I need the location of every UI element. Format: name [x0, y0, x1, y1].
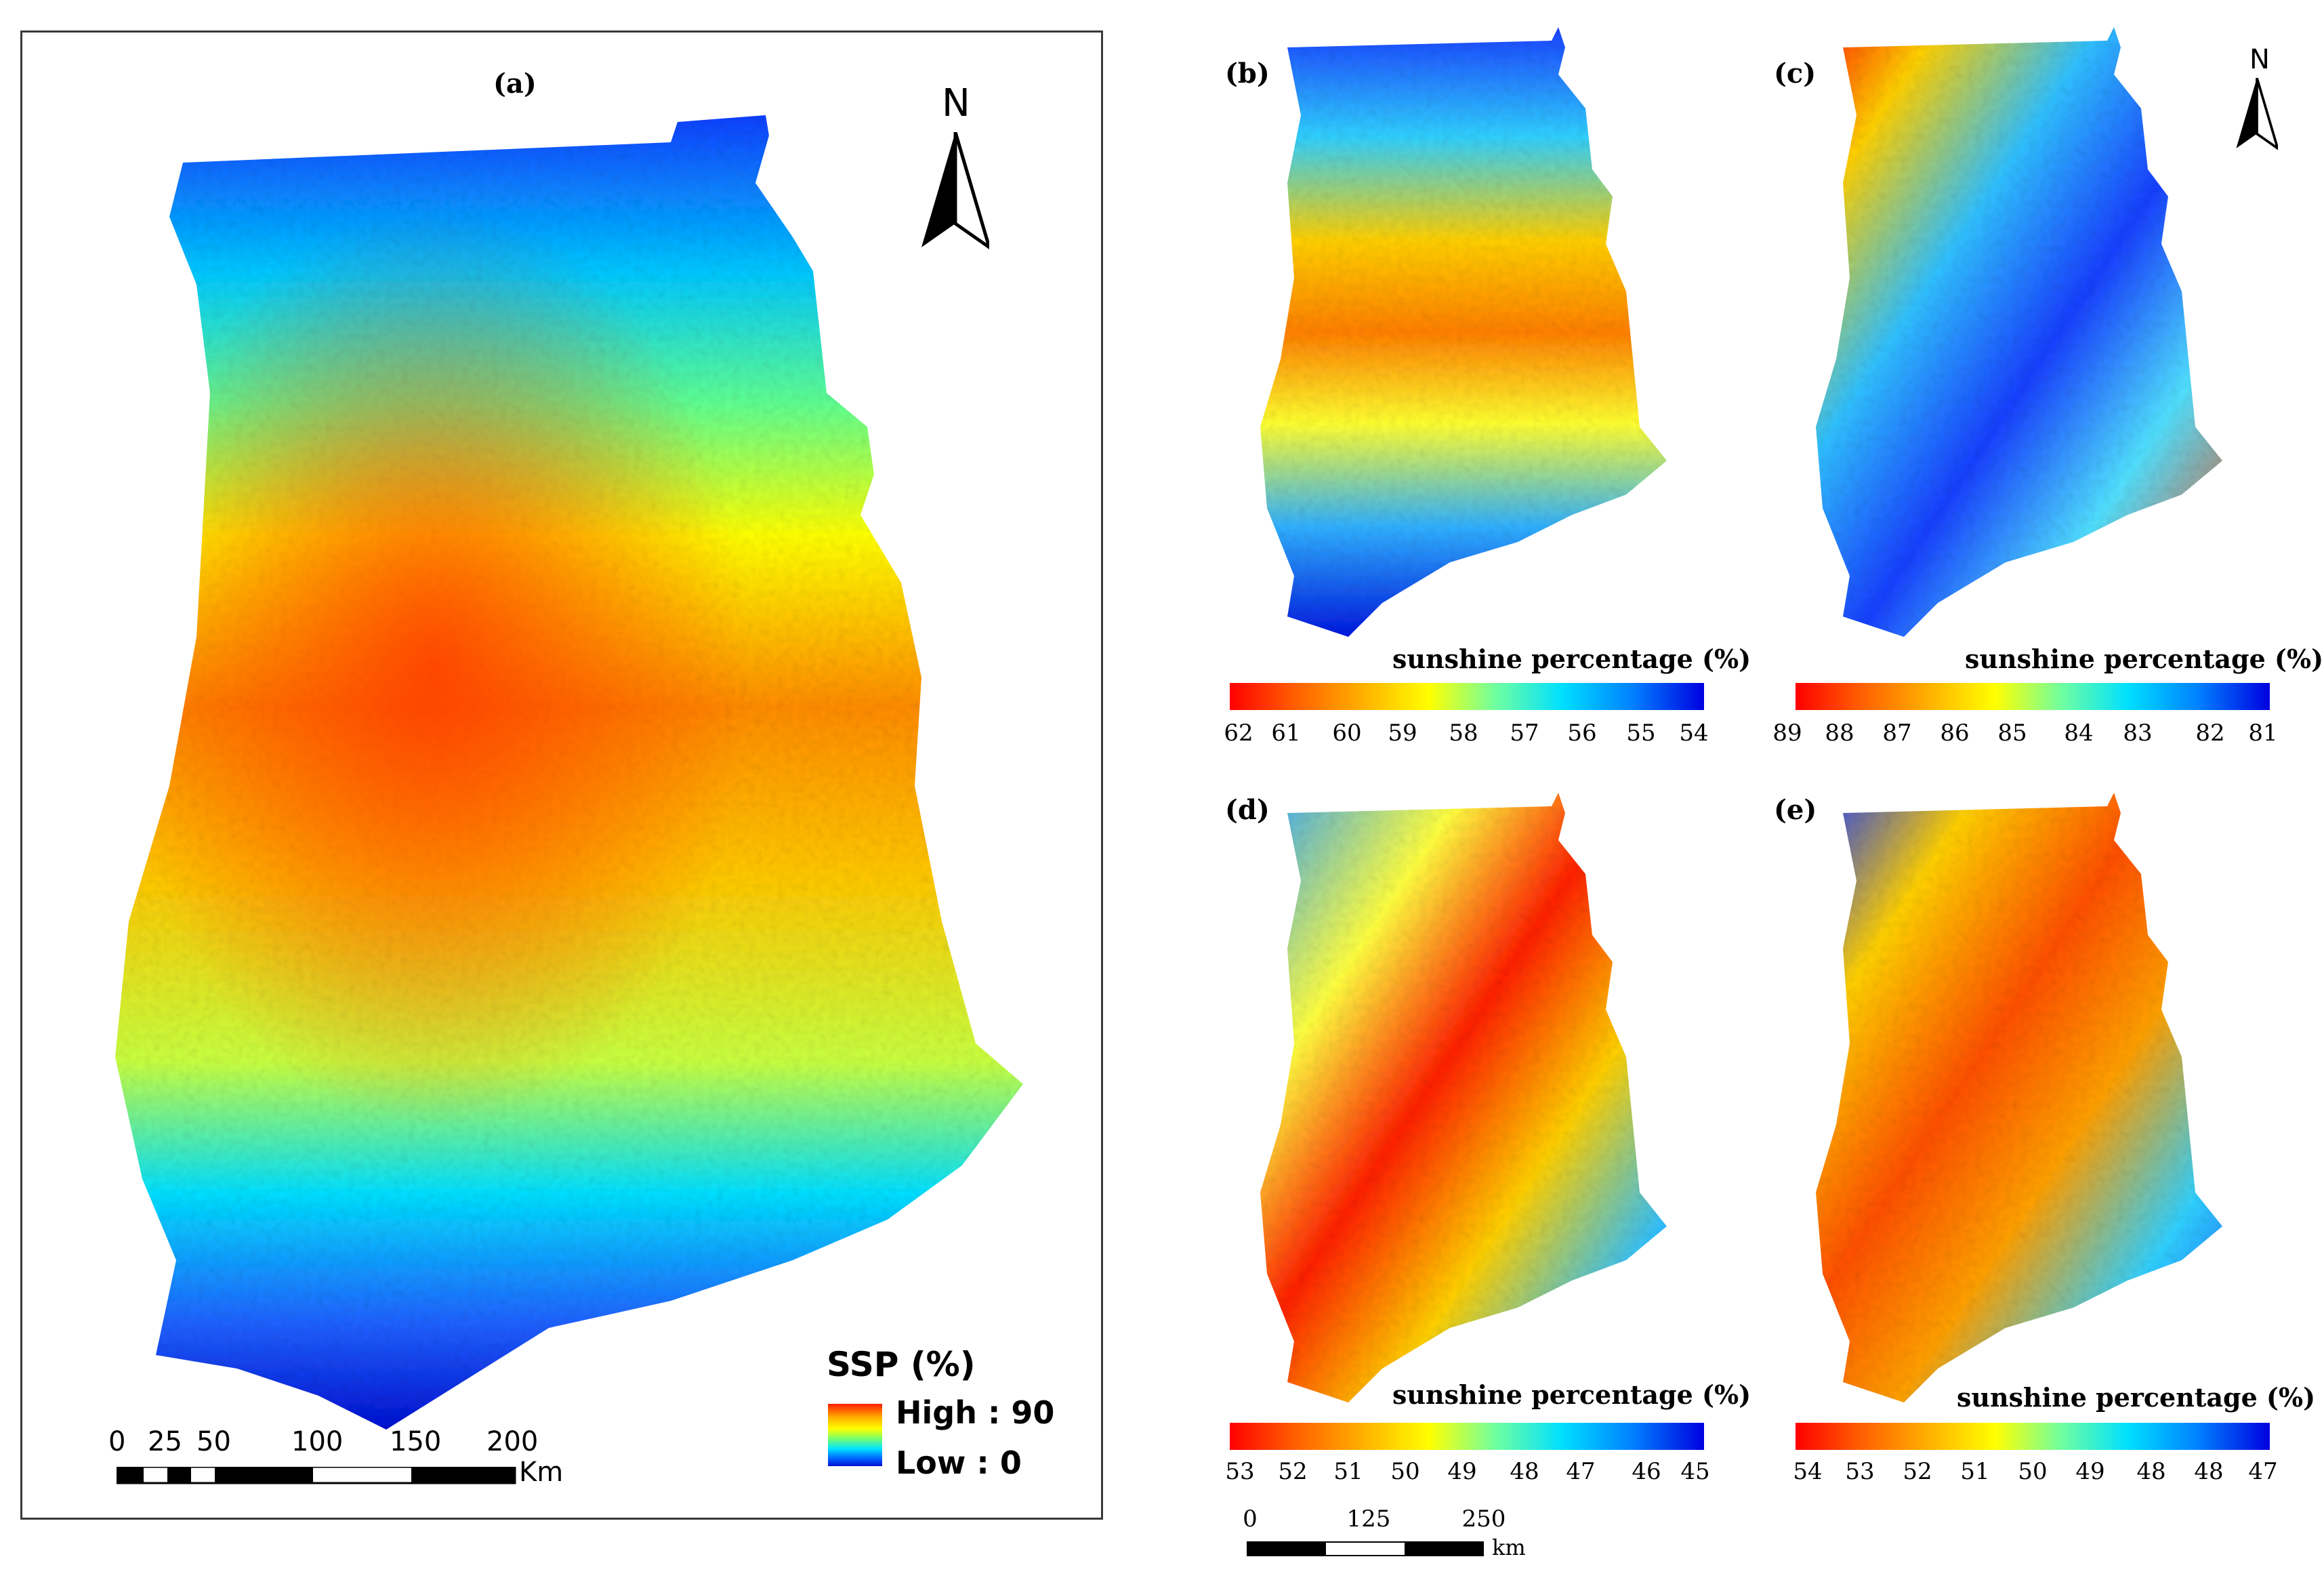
panel-c-colorbar-title: sunshine percentage (%) [1965, 644, 2324, 674]
panel-b-colorbar-tick: 55 [1626, 720, 1656, 747]
panel-b-label: (b) [1225, 58, 1270, 89]
panel-d-colorbar-tick: 49 [1447, 1458, 1477, 1485]
shared-scale-unit: km [1492, 1535, 1526, 1560]
panel-c-colorbar-tick: 86 [1940, 720, 1970, 747]
panel-b-colorbar-tick: 54 [1679, 720, 1709, 747]
panel-d-colorbar [1230, 1423, 1704, 1450]
panel-c-colorbar-tick: 89 [1772, 720, 1802, 747]
panel-e-colorbar-tick: 54 [1793, 1458, 1823, 1485]
panel-a-scale-tick: 150 [390, 1426, 442, 1457]
panel-a-scale-bar [117, 1467, 516, 1484]
panel-e-colorbar [1796, 1423, 2270, 1450]
panel-d-colorbar-title: sunshine percentage (%) [1392, 1379, 1751, 1410]
panel-a-legend-ramp [828, 1404, 882, 1466]
shared-scale-tick: 250 [1461, 1505, 1506, 1533]
panel-e-colorbar-tick: 50 [2018, 1458, 2048, 1485]
panel-e-map [1816, 793, 2222, 1402]
panel-c-colorbar-tick: 82 [2195, 720, 2225, 747]
north-arrow-icon [2236, 78, 2278, 150]
panel-c-colorbar-tick: 88 [1825, 720, 1854, 747]
panel-e-colorbar-tick: 47 [2248, 1458, 2278, 1485]
panel-b-colorbar-tick: 57 [1510, 720, 1539, 747]
panel-d-colorbar-tick: 48 [1510, 1458, 1539, 1485]
panel-c-map [1816, 27, 2222, 637]
panel-c-colorbar-tick: 85 [1997, 720, 2027, 747]
panel-d-colorbar-tick: 52 [1278, 1458, 1308, 1485]
panel-c-colorbar-tick: 84 [2064, 720, 2094, 747]
panel-e-colorbar-title: sunshine percentage (%) [1957, 1382, 2316, 1413]
panel-a-legend-low: Low : 0 [896, 1444, 1022, 1481]
panel-c-colorbar-tick: 83 [2123, 720, 2153, 747]
panel-b-colorbar-tick: 56 [1567, 720, 1597, 747]
panel-d-map [1260, 793, 1667, 1402]
panel-b-colorbar-tick: 59 [1388, 720, 1417, 747]
panel-c-colorbar-tick: 87 [1882, 720, 1912, 747]
panel-c-north-letter: N [2249, 44, 2270, 75]
panel-e-colorbar-tick: 53 [1845, 1458, 1875, 1485]
shared-scale-bar [1247, 1541, 1484, 1556]
panel-c-colorbar-tick: 81 [2248, 720, 2278, 747]
panel-b-colorbar-tick: 58 [1449, 720, 1478, 747]
panel-a-scale-tick: 0 [108, 1426, 126, 1457]
panel-a-scale-tick: 200 [486, 1426, 539, 1457]
panel-a-scale-unit: Km [519, 1457, 564, 1488]
panel-a-legend-title: SSP (%) [827, 1345, 976, 1384]
panel-b-colorbar [1230, 683, 1704, 710]
panel-a-scale-tick: 100 [291, 1426, 344, 1457]
panel-d-colorbar-tick: 46 [1632, 1458, 1661, 1485]
panel-b-colorbar-tick: 60 [1332, 720, 1362, 747]
panel-d-colorbar-tick: 47 [1566, 1458, 1596, 1485]
panel-b-colorbar-tick: 61 [1271, 720, 1301, 747]
shared-scale-tick: 125 [1346, 1505, 1391, 1533]
panel-a-map [115, 115, 1023, 1430]
panel-b-colorbar-title: sunshine percentage (%) [1392, 644, 1751, 674]
panel-b-map [1260, 27, 1667, 637]
panel-e-colorbar-tick: 48 [2194, 1458, 2224, 1485]
panel-e-colorbar-tick: 52 [1903, 1458, 1932, 1485]
panel-b-colorbar-tick: 62 [1224, 720, 1253, 747]
panel-c-colorbar [1796, 683, 2270, 710]
panel-a-north-letter: N [942, 81, 970, 125]
north-arrow-icon [921, 132, 989, 250]
panel-e-colorbar-tick: 51 [1960, 1458, 1990, 1485]
panel-c-label: (c) [1774, 58, 1817, 89]
panel-a-legend-high: High : 90 [896, 1394, 1055, 1431]
shared-scale-tick: 0 [1243, 1505, 1258, 1533]
panel-a-scale-tick: 25 [148, 1426, 182, 1457]
panel-d-label: (d) [1225, 794, 1270, 826]
panel-e-label: (e) [1774, 794, 1817, 826]
panel-d-colorbar-tick: 53 [1225, 1458, 1255, 1485]
panel-a-scale-tick: 50 [196, 1426, 231, 1457]
panel-e-colorbar-tick: 48 [2136, 1458, 2166, 1485]
panel-d-colorbar-tick: 51 [1333, 1458, 1363, 1485]
panel-d-colorbar-tick: 45 [1680, 1458, 1710, 1485]
panel-e-colorbar-tick: 49 [2075, 1458, 2105, 1485]
panel-d-colorbar-tick: 50 [1390, 1458, 1420, 1485]
panel-a-label: (a) [493, 68, 537, 100]
